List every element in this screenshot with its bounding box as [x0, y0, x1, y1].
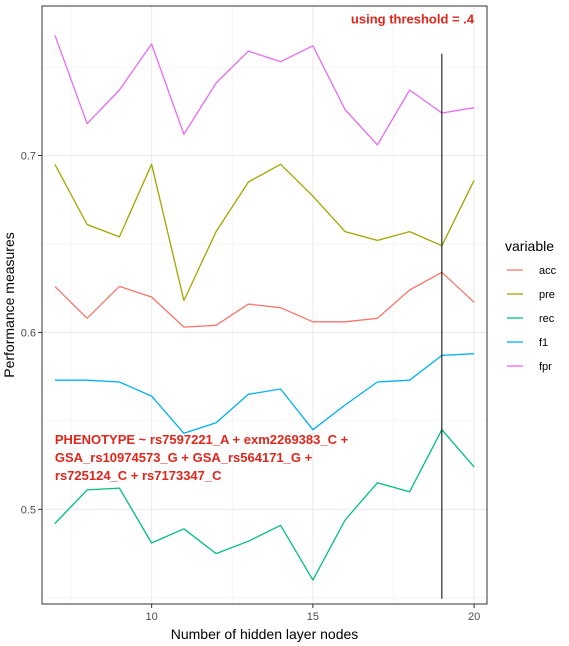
- legend-label-f1: f1: [539, 337, 548, 349]
- x-axis-ticks: 10 15 20: [146, 604, 480, 623]
- legend-title: variable: [505, 238, 554, 254]
- legend: variable acc pre rec f1 fpr: [505, 238, 557, 376]
- x-tick-label: 20: [468, 611, 480, 623]
- series-line-f1: [54, 353, 475, 434]
- y-axis-title: Performance measures: [1, 232, 17, 378]
- series-line-pre: [54, 163, 475, 302]
- y-tick-label: 0.7: [21, 151, 36, 163]
- plot-panel-background: [42, 6, 487, 604]
- y-tick-label: 0.6: [21, 327, 36, 339]
- annotation-line: GSA_rs10974573_G + GSA_rs564171_G +: [55, 450, 313, 465]
- legend-label-pre: pre: [539, 289, 555, 301]
- x-tick-label: 15: [307, 611, 319, 623]
- annotation-line: rs725124_C + rs7173347_C: [55, 468, 222, 483]
- y-tick-label: 0.5: [21, 504, 36, 516]
- legend-label-acc: acc: [539, 265, 557, 277]
- x-tick-label: 10: [146, 611, 158, 623]
- series-line-fpr: [54, 34, 475, 146]
- annotation-line: PHENOTYPE ~ rs7597221_A + exm2269383_C +: [55, 432, 349, 447]
- series-line-rec: [54, 429, 475, 581]
- plot-panel-border: [41, 5, 488, 605]
- series-line-acc: [54, 271, 475, 328]
- annotation-text: PHENOTYPE ~ rs7597221_A + exm2269383_C +…: [55, 432, 349, 483]
- annotation-text: using threshold = .4: [351, 12, 475, 27]
- legend-label-rec: rec: [539, 313, 555, 325]
- series-lines: [54, 34, 475, 581]
- legend-label-fpr: fpr: [539, 361, 552, 373]
- annotations: using threshold = .4 PHENOTYPE ~ rs759722…: [55, 12, 475, 483]
- y-axis-ticks: 0.5 0.6 0.7: [21, 151, 42, 516]
- gridlines: [42, 6, 487, 604]
- x-axis-title: Number of hidden layer nodes: [171, 626, 359, 642]
